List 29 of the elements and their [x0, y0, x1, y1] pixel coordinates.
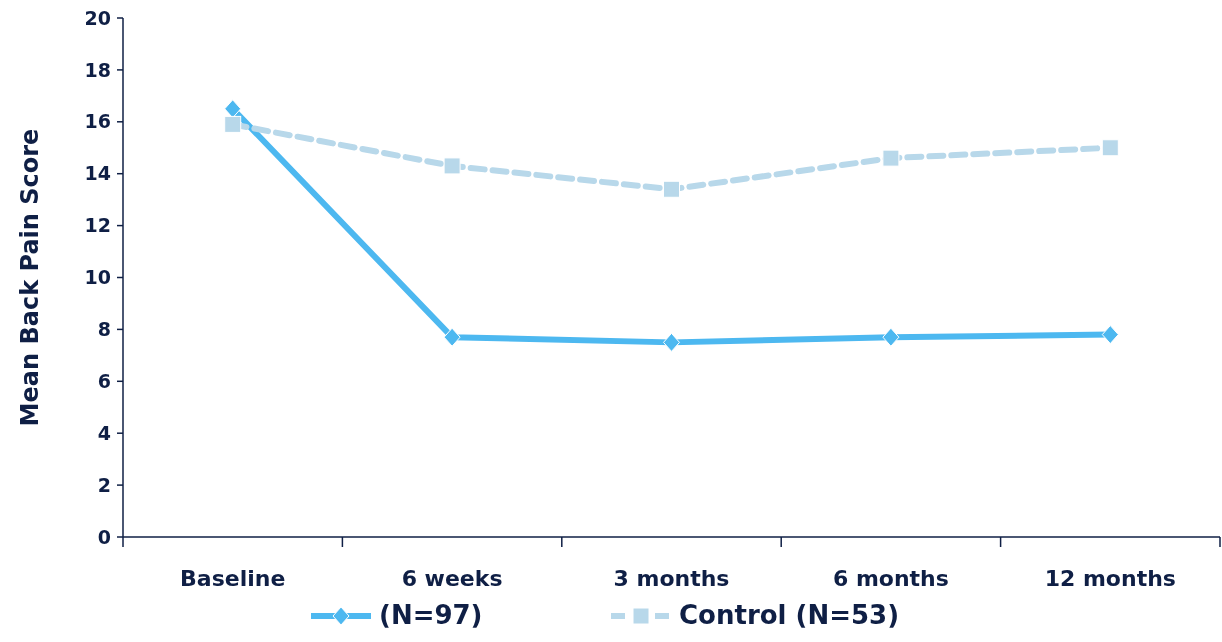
y-tick-label: 18: [84, 58, 111, 81]
legend-label: (N=97): [379, 600, 483, 630]
y-tick-label: 12: [84, 214, 111, 237]
point: [882, 149, 900, 167]
y-tick-label: 8: [97, 318, 111, 341]
y-tick-label: 16: [84, 110, 111, 133]
point: [663, 332, 680, 352]
point: [443, 157, 461, 175]
x-tick-label: 6 weeks: [401, 566, 503, 591]
x-tick-label: 3 months: [613, 566, 730, 591]
y-tick-label: 0: [97, 525, 111, 548]
x-tick-label: 12 months: [1044, 566, 1176, 591]
point: [1101, 325, 1119, 345]
point: [224, 99, 242, 119]
point: [882, 327, 900, 347]
point: [1101, 139, 1119, 157]
point: [443, 327, 461, 347]
y-tick-label: 10: [84, 266, 111, 289]
legend-label: Control (N=53): [679, 600, 900, 630]
y-tick-label: 14: [84, 162, 111, 185]
y-axis-title: Mean Back Pain Score: [16, 128, 44, 427]
x-tick-label: Baseline: [180, 566, 286, 591]
point: [224, 115, 242, 133]
point: [663, 180, 680, 198]
y-tick-label: 4: [97, 421, 111, 444]
y-tick-label: 2: [97, 473, 111, 496]
x-tick-label: 6 months: [832, 566, 949, 591]
y-tick-label: 20: [84, 6, 111, 29]
y-tick-label: 6: [97, 369, 111, 392]
